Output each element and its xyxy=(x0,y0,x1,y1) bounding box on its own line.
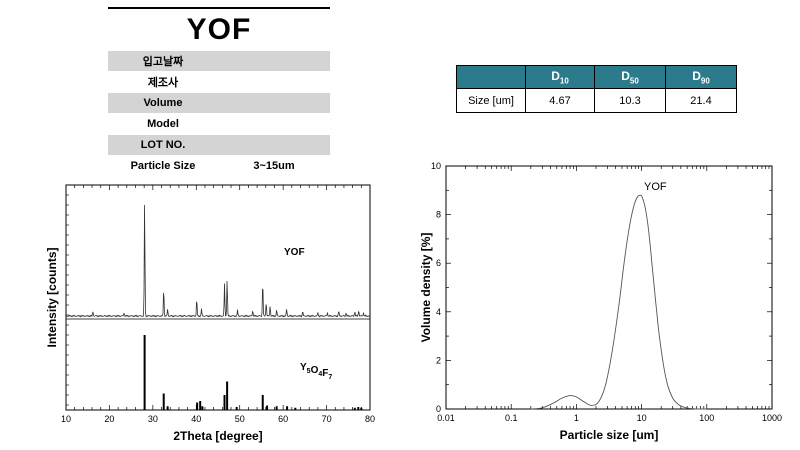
d-cell: 4.67 xyxy=(525,88,595,113)
x-tick-label: 60 xyxy=(278,414,288,424)
info-label: Particle Size xyxy=(130,160,196,172)
info-label: LOT NO. xyxy=(108,134,218,156)
info-row: 제조사 xyxy=(108,72,330,93)
info-row: Particle Size 3~15um xyxy=(108,156,330,177)
x-tick-label: 10 xyxy=(61,414,71,424)
x-tick-label: 30 xyxy=(148,414,158,424)
d-cell: 21.4 xyxy=(665,88,737,113)
y-axis-label: Intensity [counts] xyxy=(45,247,59,347)
xrd-chart: 10 20 30 40 50 60 70 80 2Theta [degree] Intensity… xyxy=(45,184,375,443)
info-value: 3~15um xyxy=(253,160,295,172)
x-tick-label: 1000 xyxy=(762,413,782,423)
info-row: Model xyxy=(108,114,330,135)
y-tick-label: 10 xyxy=(431,161,441,171)
info-value xyxy=(218,51,330,72)
info-label: 입고날짜 xyxy=(108,51,218,72)
x-tick-label: 0.1 xyxy=(505,413,518,423)
d-header: D90 xyxy=(665,65,737,89)
psd-chart: 0.01 0.1 1 10 100 1000 0 2 4 6 8 10 Particle size [u… xyxy=(419,161,782,442)
page-title: YOF xyxy=(186,13,252,46)
label-part: 4 xyxy=(318,371,322,378)
plot-frame xyxy=(65,184,371,411)
label-part: 7 xyxy=(328,374,332,381)
info-row: LOT NO. xyxy=(108,134,330,156)
x-tick-label: 70 xyxy=(322,414,332,424)
label-part: F xyxy=(322,368,328,379)
info-row: Volume xyxy=(108,92,330,114)
info-value xyxy=(218,134,330,156)
info-label: Volume xyxy=(108,92,218,114)
label-y5o4f7: Y5O4F7 xyxy=(300,362,332,381)
x-axis-label: 2Theta [degree] xyxy=(173,429,262,443)
x-tick-label: 40 xyxy=(191,414,201,424)
label-yof: YOF xyxy=(284,247,305,258)
y-tick-label: 8 xyxy=(436,210,441,220)
plot-frame xyxy=(445,165,773,410)
label-part: 5 xyxy=(307,368,311,375)
y-tick-label: 4 xyxy=(436,307,441,317)
y-axis-label: Volume density [%] xyxy=(419,233,433,343)
x-tick-label: 10 xyxy=(637,413,647,423)
series-yof xyxy=(65,204,371,318)
label-yof: YOF xyxy=(644,181,667,193)
info-label: 제조사 xyxy=(147,77,179,89)
info-row: 입고날짜 xyxy=(108,51,330,72)
x-tick-label: 80 xyxy=(365,414,375,424)
x-tick-label: 1 xyxy=(574,413,579,423)
x-tick-label: 100 xyxy=(699,413,714,423)
y-tick-label: 0 xyxy=(436,404,441,414)
info-label: Model xyxy=(147,118,179,130)
x-tick-label: 50 xyxy=(235,414,245,424)
x-tick-label: 20 xyxy=(104,414,114,424)
x-axis-label: Particle size [um] xyxy=(560,428,659,442)
y-tick-label: 6 xyxy=(436,258,441,268)
d-header xyxy=(456,65,526,89)
particle-size-table: D10 D50 D90 Size [um] 4.67 10.3 21.4 xyxy=(456,65,737,113)
info-value xyxy=(218,92,330,114)
label-part: Y xyxy=(300,362,307,373)
label-part: O xyxy=(311,365,319,376)
d-header: D50 xyxy=(594,65,666,89)
y-tick-label: 2 xyxy=(436,355,441,365)
x-tick-label: 0.01 xyxy=(437,413,455,423)
d-cell: Size [um] xyxy=(456,88,526,113)
d-cell: 10.3 xyxy=(594,88,666,113)
series-yof xyxy=(530,194,707,410)
d-header: D10 xyxy=(525,65,595,89)
